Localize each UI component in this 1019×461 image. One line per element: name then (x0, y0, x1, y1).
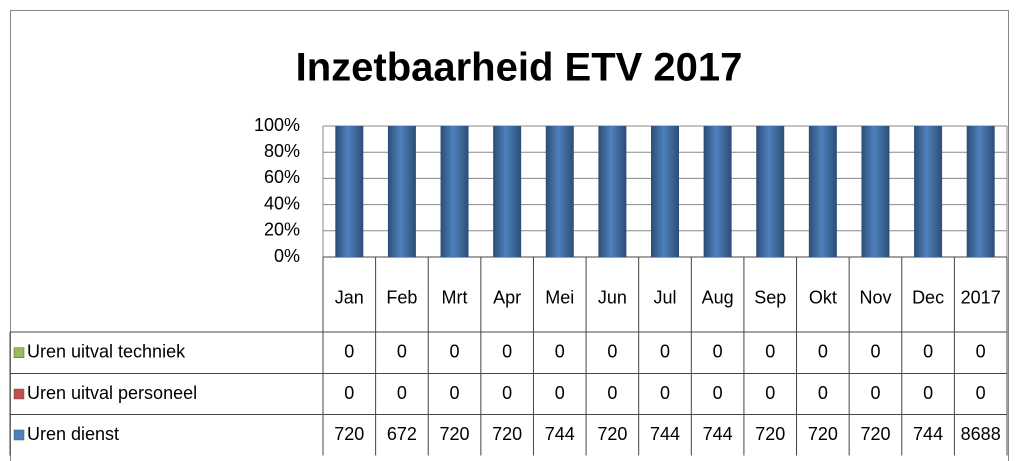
bar-segment (493, 126, 522, 257)
table-value: 0 (607, 342, 617, 362)
x-tick-label: Dec (912, 287, 944, 307)
bar-segment (861, 126, 890, 257)
x-tick-label: Jul (653, 287, 676, 307)
table-value: 720 (808, 424, 838, 444)
x-tick-label: Jan (335, 287, 364, 307)
bar-segment (651, 126, 679, 257)
table-value: 720 (755, 424, 785, 444)
table-value: 0 (976, 383, 986, 403)
bar-segment (703, 126, 732, 257)
table-value: 744 (913, 424, 943, 444)
y-tick-label: 100% (254, 115, 300, 135)
bar-segment (440, 126, 469, 257)
y-tick-label: 60% (264, 167, 300, 187)
table-value: 0 (397, 383, 407, 403)
table-value: 0 (344, 342, 354, 362)
table-value: 0 (818, 342, 828, 362)
table-value: 720 (860, 424, 890, 444)
legend-label: Uren uitval techniek (27, 342, 186, 362)
table-value: 0 (450, 383, 460, 403)
table-value: 0 (870, 383, 880, 403)
bar-segment (545, 126, 574, 257)
table-value: 0 (713, 342, 723, 362)
table-value: 0 (555, 383, 565, 403)
y-tick-label: 20% (264, 220, 300, 240)
x-tick-label: Okt (809, 287, 837, 307)
table-value: 0 (765, 342, 775, 362)
legend-swatch (13, 388, 25, 400)
table-value: 0 (818, 383, 828, 403)
table-value: 0 (397, 342, 407, 362)
table-value: 720 (597, 424, 627, 444)
legend-swatch (13, 347, 25, 358)
table-value: 0 (765, 383, 775, 403)
table-value: 0 (976, 342, 986, 362)
table-value: 0 (555, 342, 565, 362)
table-value: 744 (650, 424, 680, 444)
table-value: 0 (450, 342, 460, 362)
bar-segment (598, 126, 627, 257)
x-tick-label: Mei (545, 287, 574, 307)
chart-title: Inzetbaarheid ETV 2017 (296, 46, 743, 90)
x-tick-label: 2017 (961, 287, 1001, 307)
table-value: 0 (923, 342, 933, 362)
x-tick-label: Mrt (442, 287, 468, 307)
table-value: 0 (660, 342, 670, 362)
legend-swatch (13, 429, 25, 441)
x-tick-label: Feb (386, 287, 417, 307)
table-value: 0 (502, 383, 512, 403)
y-tick-label: 80% (264, 141, 300, 161)
table-value: 0 (923, 383, 933, 403)
legend-label: Uren uitval personeel (27, 383, 197, 403)
x-tick-label: Nov (859, 287, 891, 307)
table-value: 0 (607, 383, 617, 403)
table-value: 0 (713, 383, 723, 403)
legend-label: Uren dienst (27, 424, 119, 444)
bar-segment (966, 126, 995, 257)
bar-segment (756, 126, 785, 257)
table-value: 744 (703, 424, 733, 444)
table-value: 0 (344, 383, 354, 403)
table-value: 672 (387, 424, 417, 444)
bar-segment (914, 126, 943, 257)
x-tick-label: Apr (493, 287, 521, 307)
table-value: 0 (660, 383, 670, 403)
bar-segment (387, 126, 416, 257)
x-tick-label: Aug (702, 287, 734, 307)
bar-segment (808, 126, 837, 257)
table-value: 720 (334, 424, 364, 444)
table-value: 744 (545, 424, 575, 444)
table-value: 0 (870, 342, 880, 362)
table-value: 720 (492, 424, 522, 444)
table-value: 720 (440, 424, 470, 444)
x-tick-label: Sep (754, 287, 786, 307)
y-tick-label: 0% (274, 246, 300, 266)
x-tick-label: Jun (598, 287, 627, 307)
table-value: 0 (502, 342, 512, 362)
table-value: 8688 (961, 424, 1001, 444)
y-tick-label: 40% (264, 193, 300, 213)
bar-segment (335, 126, 364, 257)
frame (10, 10, 1009, 461)
